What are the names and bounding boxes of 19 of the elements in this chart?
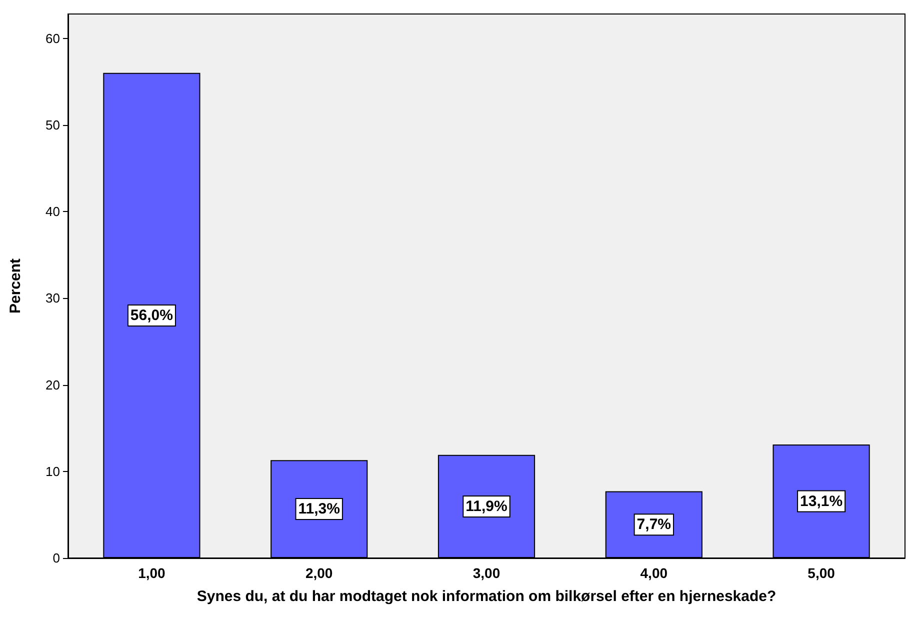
y-tick-label: 40 [46, 204, 60, 220]
y-axis-title: Percent [7, 258, 24, 314]
data-label: 13,1% [800, 492, 843, 510]
x-tick-label: 2,00 [305, 565, 333, 581]
x-tick-label: 5,00 [808, 565, 836, 581]
data-label: 11,3% [298, 500, 340, 518]
x-tick-label: 4,00 [640, 565, 668, 581]
x-axis-title: Synes du, at du har modtaget nok information om bilkørsel efter en hjerneskade? [196, 588, 776, 605]
y-tick-label: 50 [46, 117, 60, 132]
y-tick-label: 10 [46, 464, 60, 479]
data-label: 7,7% [636, 516, 671, 534]
data-label: 56,0% [130, 306, 173, 324]
x-tick-label: 3,00 [472, 565, 500, 581]
y-tick-label: 30 [46, 290, 60, 306]
data-label: 11,9% [466, 498, 508, 515]
x-tick-label: 1,00 [138, 565, 166, 581]
y-tick-label: 60 [46, 30, 60, 46]
y-tick-label: 20 [46, 377, 60, 392]
y-tick-label: 0 [52, 550, 60, 566]
